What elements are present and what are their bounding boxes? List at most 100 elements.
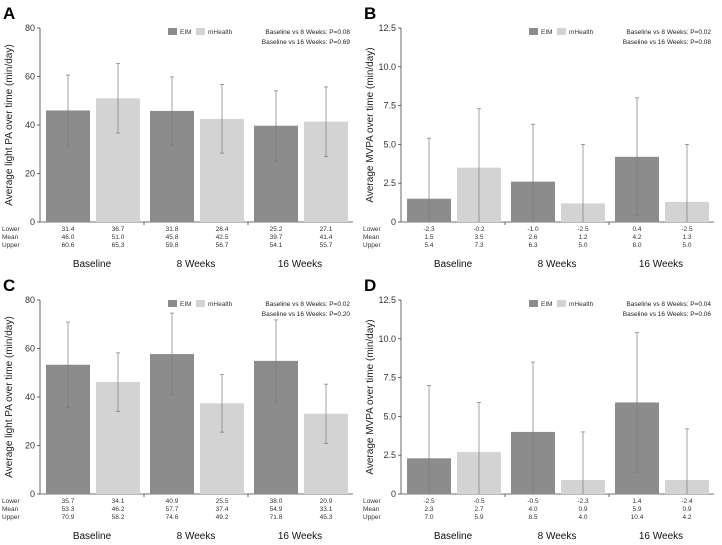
table-mean-value: 54.9: [270, 506, 283, 513]
table-lower-value: 28.4: [216, 226, 229, 233]
y-tick-label: 5.0: [383, 139, 396, 149]
table-upper-value: 59.8: [166, 242, 179, 249]
table-mean-value: 51.0: [112, 234, 125, 241]
legend-label-eim: EIM: [180, 29, 192, 36]
legend-label-mhealth: mHealth: [208, 301, 233, 308]
table-upper-value: 45.3: [320, 514, 333, 521]
table-upper-value: 71.8: [270, 514, 283, 521]
table-lower-value: 38.0: [270, 498, 283, 505]
table-upper-value: 5.0: [578, 242, 587, 249]
row-label-lower: Lower: [2, 226, 21, 233]
y-tick-label: 80: [25, 295, 35, 305]
row-label-upper: Upper: [2, 242, 21, 249]
table-upper-value: 10.4: [631, 514, 644, 521]
table-upper-value: 60.6: [62, 242, 75, 249]
table-mean-value: 1.2: [578, 234, 587, 241]
category-label: 16 Weeks: [278, 531, 322, 542]
table-upper-value: 7.0: [424, 514, 433, 521]
category-label: 8 Weeks: [177, 531, 216, 542]
category-label: 16 Weeks: [278, 259, 322, 270]
table-mean-value: 53.3: [62, 506, 75, 513]
table-lower-value: -0.5: [473, 498, 485, 505]
annotation-16-weeks: Baseline vs 16 Weeks: P=0.08: [623, 39, 712, 46]
y-tick-label: 20: [25, 441, 35, 451]
table-mean-value: 46.2: [112, 506, 125, 513]
y-tick-label: 12.5: [378, 23, 396, 33]
chart-b: B Average MVPA over time (min/day) 0 2.5 5.0…: [363, 4, 714, 270]
y-tick-label: 2.5: [383, 450, 396, 460]
table-lower-value: 40.9: [166, 498, 179, 505]
table-upper-value: 5.9: [474, 514, 483, 521]
table-upper-value: 56.7: [216, 242, 229, 249]
legend-swatch-eim: [168, 300, 177, 307]
category-label: 8 Weeks: [177, 259, 216, 270]
table-mean-value: 2.3: [424, 506, 433, 513]
annotation-16-weeks: Baseline vs 16 Weeks: P=0.20: [262, 311, 351, 318]
y-tick-label: 60: [25, 344, 35, 354]
category-label: 8 Weeks: [538, 259, 577, 270]
legend-swatch-mhealth: [196, 300, 205, 307]
y-tick-label: 60: [25, 72, 35, 82]
table-mean-value: 37.4: [216, 506, 229, 513]
table-lower-value: 36.7: [112, 226, 125, 233]
legend-label-eim: EIM: [180, 301, 192, 308]
y-axis-label: Average MVPA over time (min/day): [365, 319, 376, 474]
y-tick-label: 12.5: [378, 295, 396, 305]
table-mean-value: 2.7: [474, 506, 483, 513]
category-label: 8 Weeks: [538, 531, 577, 542]
table-lower-value: -2.5: [681, 226, 693, 233]
y-tick-label: 40: [25, 392, 35, 402]
legend-label-eim: EIM: [541, 29, 553, 36]
table-upper-value: 74.6: [166, 514, 179, 521]
table-lower-value: -2.5: [577, 226, 589, 233]
table-mean-value: 1.5: [424, 234, 433, 241]
table-mean-value: 33.1: [320, 506, 333, 513]
table-upper-value: 5.4: [424, 242, 433, 249]
legend-swatch-mhealth: [557, 28, 566, 35]
table-upper-value: 4.2: [682, 514, 691, 521]
y-axis-label: Average MVPA over time (min/day): [365, 47, 376, 202]
table-upper-value: 55.7: [320, 242, 333, 249]
panel-letter-c: C: [3, 276, 15, 295]
annotation-8-weeks: Baseline vs 8 Weeks: P=0.08: [265, 29, 350, 36]
table-mean-value: 57.7: [166, 506, 179, 513]
table-mean-value: 39.7: [270, 234, 283, 241]
legend-label-mhealth: mHealth: [569, 29, 594, 36]
table-mean-value: 3.5: [474, 234, 483, 241]
panel-b: B Average MVPA over time (min/day) 0 2.5 5.0…: [361, 0, 722, 272]
annotation-8-weeks: Baseline vs 8 Weeks: P=0.02: [626, 29, 711, 36]
table-upper-value: 4.0: [578, 514, 587, 521]
table-lower-value: 34.1: [112, 498, 125, 505]
category-label: Baseline: [73, 531, 112, 542]
table-lower-value: -1.0: [527, 226, 539, 233]
chart-a: A Average light PA over time (min/day) 0 20…: [2, 4, 353, 270]
table-lower-value: 31.8: [166, 226, 179, 233]
table-mean-value: 46.0: [62, 234, 75, 241]
row-label-mean: Mean: [363, 506, 380, 513]
table-lower-value: 35.7: [62, 498, 75, 505]
category-label: Baseline: [434, 531, 473, 542]
panel-c: C Average light PA over time (min/day) 0 20…: [0, 272, 361, 544]
panel-letter-a: A: [3, 4, 15, 23]
row-label-upper: Upper: [2, 514, 21, 521]
panel-a: A Average light PA over time (min/day) 0 20…: [0, 0, 361, 272]
table-lower-value: 27.1: [320, 226, 333, 233]
table-mean-value: 0.9: [578, 506, 587, 513]
table-lower-value: -0.2: [473, 226, 485, 233]
category-label: 16 Weeks: [639, 531, 683, 542]
table-upper-value: 58.2: [112, 514, 125, 521]
table-mean-value: 5.9: [632, 506, 641, 513]
y-tick-label: 0: [391, 489, 396, 499]
category-label: Baseline: [434, 259, 473, 270]
table-lower-value: 31.4: [62, 226, 75, 233]
y-tick-label: 5.0: [383, 411, 396, 421]
table-upper-value: 54.1: [270, 242, 283, 249]
y-tick-label: 0: [30, 489, 35, 499]
y-tick-label: 20: [25, 169, 35, 179]
table-upper-value: 7.3: [474, 242, 483, 249]
table-mean-value: 41.4: [320, 234, 333, 241]
table-upper-value: 8.5: [528, 514, 537, 521]
table-lower-value: -2.5: [423, 498, 435, 505]
legend-swatch-mhealth: [196, 28, 205, 35]
y-axis-label: Average light PA over time (min/day): [4, 316, 15, 477]
